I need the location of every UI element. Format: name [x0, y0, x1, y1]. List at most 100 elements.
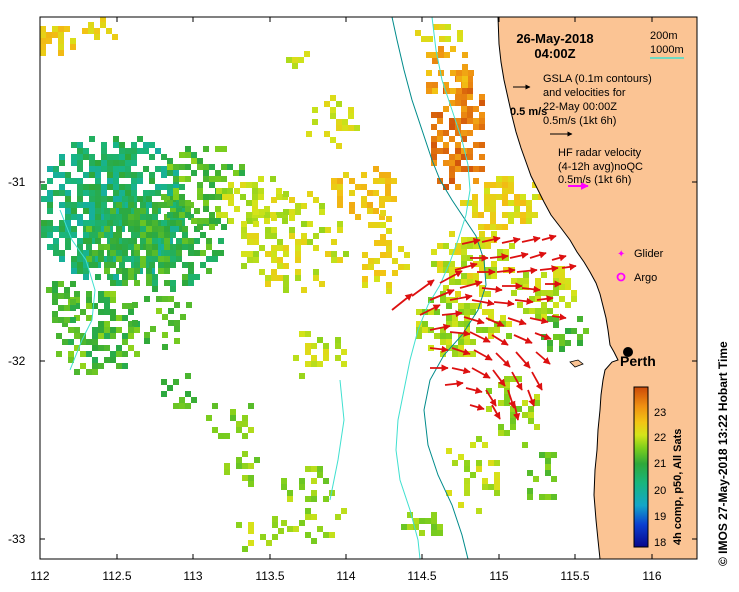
sst-pixel — [65, 190, 71, 196]
sst-pixel — [455, 148, 461, 154]
sst-pixel — [577, 340, 583, 346]
velocity-vector — [489, 253, 509, 261]
sst-pixel — [311, 478, 317, 484]
sst-pixel — [155, 190, 161, 196]
perth-marker[interactable] — [623, 347, 633, 357]
sst-pixel — [104, 309, 110, 315]
sst-pixel — [449, 154, 455, 160]
sst-pixel — [479, 291, 485, 297]
sst-pixel — [349, 208, 355, 214]
sst-pixel — [185, 152, 191, 158]
sst-pixel — [458, 351, 464, 357]
sst-pixel — [71, 160, 77, 166]
sst-pixel — [496, 176, 502, 182]
sst-pixel — [523, 272, 529, 278]
sst-pixel — [446, 297, 452, 303]
sst-pixel — [455, 279, 461, 285]
velocity-vector — [451, 367, 471, 375]
sst-pixel — [535, 308, 541, 314]
sst-pixel — [40, 38, 46, 44]
sst-pixel — [248, 475, 254, 481]
sst-pixel — [47, 202, 53, 208]
sst-pixel — [547, 346, 553, 352]
velocity-vector — [514, 297, 534, 305]
sst-pixel — [203, 206, 209, 212]
sst-pixel — [502, 182, 508, 188]
sst-pixel — [535, 290, 541, 296]
sst-pixel — [65, 208, 71, 214]
sst-pixel — [128, 238, 134, 244]
sst-pixel — [541, 308, 547, 314]
sst-pixel — [458, 339, 464, 345]
sst-pixel — [179, 194, 185, 200]
sst-pixel — [89, 154, 95, 160]
sst-pixel — [349, 190, 355, 196]
sst-pixel — [462, 52, 468, 58]
sst-pixel — [77, 154, 83, 160]
sst-pixel — [254, 457, 260, 463]
sst-pixel — [565, 284, 571, 290]
sst-pixel — [65, 220, 71, 226]
sst-pixel — [119, 166, 125, 172]
sst-pixel — [368, 264, 374, 270]
sst-pixel — [140, 232, 146, 238]
sst-pixel — [317, 361, 323, 367]
sst-pixel — [287, 496, 293, 502]
sst-pixel — [83, 148, 89, 154]
sst-pixel — [116, 202, 122, 208]
sst-pixel — [182, 280, 188, 286]
sst-pixel — [380, 222, 386, 228]
sst-pixel — [342, 119, 348, 125]
sst-pixel — [246, 182, 252, 188]
sst-pixel — [443, 82, 449, 88]
sst-pixel — [146, 280, 152, 286]
sst-pixel — [89, 220, 95, 226]
sst-pixel — [89, 136, 95, 142]
sst-pixel — [131, 178, 137, 184]
sst-pixel — [523, 278, 529, 284]
sst-pixel — [92, 327, 98, 333]
gsla-scale-label: 0.5m/s (1kt 6h) — [543, 115, 616, 127]
sst-pixel — [197, 218, 203, 224]
sst-pixel — [53, 250, 59, 256]
sst-pixel — [191, 170, 197, 176]
sst-pixel — [107, 196, 113, 202]
sst-pixel — [122, 214, 128, 220]
sst-pixel — [41, 232, 47, 238]
sst-pixel — [337, 257, 343, 263]
gsla-legend-line3: 22-May 00:00Z — [543, 101, 617, 113]
sst-pixel — [467, 166, 473, 172]
sst-pixel — [283, 191, 289, 197]
sst-pixel — [467, 130, 473, 136]
sst-pixel — [502, 194, 508, 200]
sst-pixel — [467, 94, 473, 100]
sst-pixel — [361, 172, 367, 178]
sst-pixel — [92, 232, 98, 238]
sst-pixel — [74, 297, 80, 303]
sst-pixel — [98, 363, 104, 369]
sst-pixel — [215, 170, 221, 176]
sst-pixel — [311, 355, 317, 361]
sst-pixel — [206, 415, 212, 421]
sst-pixel — [437, 530, 443, 536]
sst-pixel — [206, 244, 212, 250]
sst-pixel — [248, 403, 254, 409]
sst-pixel — [206, 238, 212, 244]
sst-pixel — [446, 490, 452, 496]
sst-pixel — [520, 212, 526, 218]
velocity-vector — [509, 251, 529, 259]
sst-pixel — [95, 220, 101, 226]
sst-pixel — [545, 464, 551, 470]
sst-pixel — [182, 274, 188, 280]
sst-pixel — [116, 315, 122, 321]
sst-pixel — [46, 32, 52, 38]
sst-pixel — [392, 258, 398, 264]
sst-pixel — [47, 220, 53, 226]
sst-pixel — [479, 94, 485, 100]
sst-pixel — [247, 251, 253, 257]
sst-pixel — [191, 397, 197, 403]
sst-pixel — [98, 327, 104, 333]
sst-pixel — [488, 460, 494, 466]
sst-pixel — [152, 214, 158, 220]
sst-pixel — [95, 172, 101, 178]
